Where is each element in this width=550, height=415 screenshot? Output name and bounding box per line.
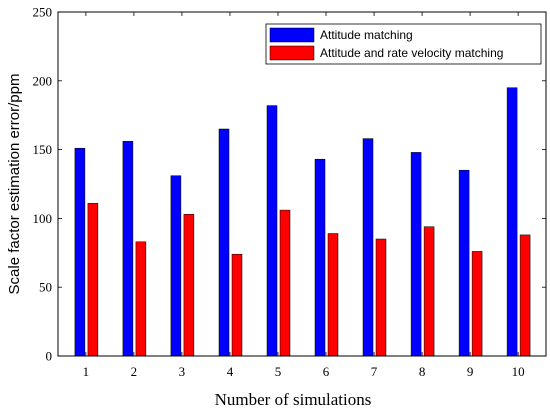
bar-attitude-matching-9 — [458, 169, 470, 357]
plot-frame — [57, 11, 547, 357]
y-tick-label-250: 250 — [33, 5, 53, 20]
x-axis-title: Number of simulations — [215, 390, 372, 409]
x-tick-label-6: 6 — [323, 364, 330, 379]
legend-swatch-attitude-matching — [269, 27, 315, 43]
y-tick-label-100: 100 — [33, 211, 53, 226]
y-tick-label-200: 200 — [33, 73, 53, 88]
bar-attitude-and-rate-velocity-matching-9 — [471, 251, 483, 357]
bar-attitude-and-rate-velocity-matching-1 — [87, 203, 99, 357]
x-tick-label-8: 8 — [419, 364, 426, 379]
bar-attitude-matching-4 — [218, 128, 230, 357]
bar-attitude-matching-7 — [362, 138, 374, 357]
bar-attitude-matching-2 — [122, 141, 134, 357]
y-tick-label-150: 150 — [33, 142, 53, 157]
x-tick-label-7: 7 — [371, 364, 378, 379]
bar-attitude-matching-3 — [170, 175, 182, 357]
bar-attitude-matching-8 — [410, 152, 422, 357]
bar-attitude-and-rate-velocity-matching-3 — [183, 214, 195, 357]
x-tick-label-3: 3 — [179, 364, 186, 379]
bar-attitude-matching-5 — [266, 105, 278, 357]
x-tick-label-10: 10 — [512, 364, 525, 379]
legend-swatch-attitude-and-rate-velocity-matching — [269, 45, 315, 61]
y-axis-title: Scale factor estimation error/ppm — [6, 74, 23, 295]
x-tick-label-4: 4 — [227, 364, 234, 379]
bar-attitude-matching-10 — [506, 87, 518, 357]
x-tick-label-9: 9 — [467, 364, 474, 379]
bar-attitude-and-rate-velocity-matching-6 — [327, 233, 339, 357]
bar-attitude-and-rate-velocity-matching-5 — [279, 209, 291, 357]
bar-attitude-and-rate-velocity-matching-8 — [423, 226, 435, 357]
bar-attitude-and-rate-velocity-matching-7 — [375, 238, 387, 357]
legend: Attitude matching Attitude and rate velo… — [265, 23, 542, 65]
legend-label-attitude-and-rate-velocity-matching: Attitude and rate velocity matching — [320, 46, 503, 60]
bar-attitude-and-rate-velocity-matching-2 — [135, 241, 147, 357]
x-tick-label-2: 2 — [131, 364, 138, 379]
x-tick-label-1: 1 — [83, 364, 90, 379]
bar-attitude-and-rate-velocity-matching-10 — [519, 234, 531, 357]
y-tick-label-0: 0 — [46, 349, 53, 364]
legend-label-attitude-matching: Attitude matching — [320, 28, 413, 42]
x-tick-label-5: 5 — [275, 364, 282, 379]
bar-attitude-and-rate-velocity-matching-4 — [231, 253, 243, 357]
y-tick-label-50: 50 — [39, 280, 52, 295]
bar-attitude-matching-6 — [314, 158, 326, 357]
bar-attitude-matching-1 — [74, 147, 86, 357]
